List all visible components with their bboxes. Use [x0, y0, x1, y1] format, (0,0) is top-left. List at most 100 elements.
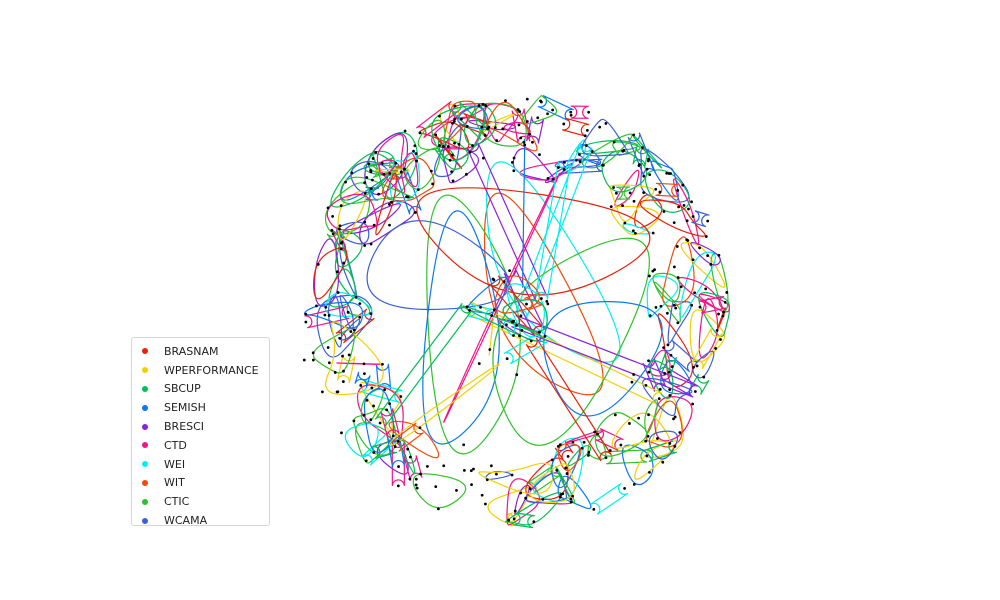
node — [561, 492, 565, 496]
node — [388, 202, 391, 206]
node — [692, 365, 695, 369]
node — [628, 191, 632, 195]
legend-marker-icon — [142, 348, 148, 355]
node — [388, 223, 391, 227]
node — [342, 261, 346, 265]
legend-label: CTIC — [164, 495, 190, 509]
node — [471, 144, 474, 147]
node — [333, 371, 337, 374]
node — [659, 304, 663, 308]
node — [717, 253, 721, 257]
hyperedge — [486, 101, 538, 152]
node — [350, 171, 354, 175]
node — [596, 432, 599, 436]
legend-marker-icon — [142, 498, 148, 505]
node — [665, 171, 669, 175]
hyperedge — [576, 139, 639, 155]
hyperedge — [557, 443, 582, 472]
node — [390, 200, 393, 204]
node — [632, 373, 636, 376]
node — [393, 445, 397, 448]
node — [414, 477, 418, 481]
node — [645, 454, 649, 458]
hyperedge — [494, 275, 540, 314]
node — [685, 219, 689, 223]
node — [612, 140, 616, 144]
node — [505, 323, 508, 327]
node — [646, 434, 650, 438]
node — [381, 362, 384, 366]
node — [315, 304, 318, 308]
node — [372, 223, 376, 227]
node — [632, 199, 636, 203]
node — [380, 161, 384, 165]
hyperedge — [570, 105, 589, 119]
node — [369, 312, 373, 316]
node — [438, 144, 441, 147]
legend-item-bresci: BRESCI — [142, 417, 269, 436]
node — [455, 488, 458, 492]
legend-marker-icon — [142, 404, 148, 411]
node — [631, 229, 635, 233]
node — [558, 495, 562, 499]
hyperedge-layer — [304, 94, 731, 529]
hyperedge — [644, 399, 658, 434]
legend-label: CTD — [164, 438, 187, 452]
node — [507, 518, 511, 522]
node — [690, 200, 693, 204]
node — [365, 176, 369, 179]
node — [330, 228, 334, 232]
node — [502, 280, 506, 284]
node — [340, 431, 343, 435]
node — [511, 320, 515, 324]
node — [354, 295, 358, 299]
hyperedge — [398, 438, 416, 475]
node — [501, 127, 505, 131]
legend-marker-icon — [142, 367, 148, 374]
hyperedge — [443, 100, 476, 143]
hyperedge — [368, 156, 398, 179]
node — [464, 172, 468, 176]
node — [539, 99, 542, 103]
node — [403, 129, 407, 133]
node — [673, 445, 677, 448]
hyperedge — [388, 363, 500, 446]
node — [462, 469, 466, 472]
node — [363, 191, 367, 195]
node — [518, 334, 521, 338]
node — [698, 305, 702, 309]
hyperedge — [698, 295, 727, 314]
hyperedge — [326, 193, 378, 231]
hyperedge — [304, 301, 364, 329]
hyperedge — [594, 412, 648, 457]
hyperedge — [463, 105, 497, 146]
hyperedge — [492, 237, 650, 446]
node — [621, 204, 624, 208]
node — [352, 328, 356, 332]
node — [676, 276, 680, 279]
node — [541, 497, 545, 501]
node — [446, 145, 450, 148]
node — [418, 131, 422, 135]
hyperedge — [325, 321, 384, 396]
node — [450, 170, 453, 174]
node — [523, 143, 527, 147]
node — [505, 357, 509, 361]
node — [363, 181, 367, 185]
legend-label: WIT — [164, 476, 185, 490]
node — [662, 346, 666, 350]
hyperedge — [416, 187, 651, 296]
node — [516, 108, 520, 111]
hyperedge — [562, 117, 590, 137]
node — [519, 314, 523, 318]
node — [693, 291, 697, 295]
node — [653, 268, 656, 272]
node — [632, 133, 636, 137]
legend-item-wperformance: WPERFORMANCE — [142, 361, 269, 380]
hyperedge — [648, 430, 679, 460]
node — [546, 176, 550, 180]
hyperedge — [336, 353, 356, 383]
node — [418, 426, 422, 430]
hyperedge — [680, 242, 726, 288]
